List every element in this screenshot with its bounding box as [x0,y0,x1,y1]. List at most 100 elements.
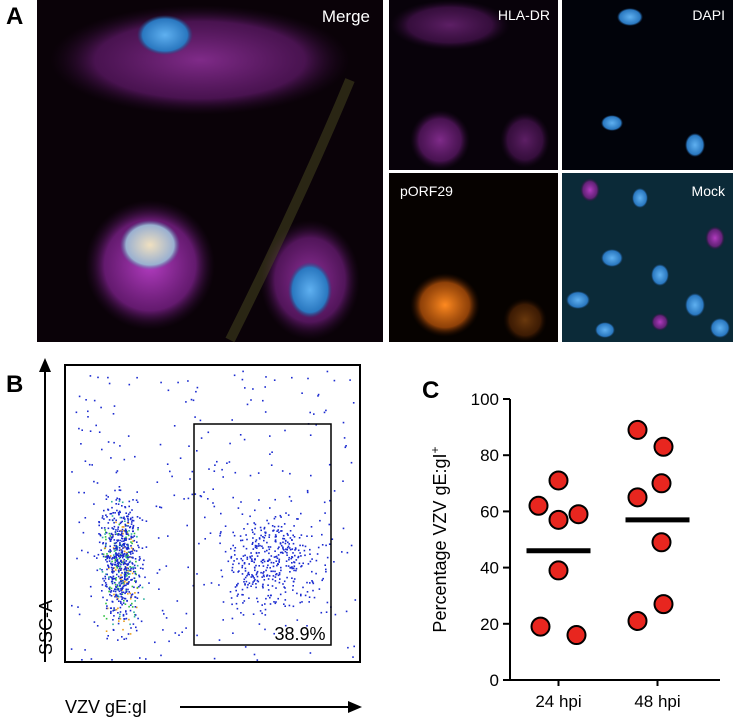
event-dot [246,556,249,559]
event-dot [129,569,132,571]
event-dot [105,494,108,497]
event-dot [263,571,265,573]
event-dot [248,563,250,565]
event-dot [137,544,139,547]
event-dot [119,554,122,556]
event-dot [121,636,123,638]
event-dot [251,575,254,577]
event-dot [78,427,80,430]
event-dot [248,597,250,599]
event-dot [161,609,164,612]
event-dot [239,434,242,436]
gate [193,423,332,646]
event-dot [177,381,179,384]
event-dot [113,441,115,444]
event-dot [111,556,114,559]
event-dot [115,503,117,505]
event-dot [136,501,139,503]
event-dot [103,527,106,529]
event-dot [282,534,285,537]
event-dot [121,593,124,595]
event-dot [352,402,355,404]
event-dot [93,621,96,623]
event-dot [130,538,132,540]
event-dot [139,657,141,659]
event-dot [192,399,195,402]
event-dot [292,534,294,537]
event-dot [291,548,294,550]
event-dot [105,532,108,534]
event-dot [232,571,235,573]
event-dot [122,543,124,546]
event-dot [323,411,326,414]
event-dot [131,550,133,553]
event-dot [163,613,165,615]
event-dot [130,567,132,570]
event-dot [273,601,275,603]
event-dot [106,568,108,571]
event-dot [288,604,291,607]
event-dot [121,540,123,543]
event-dot [108,557,111,560]
event-dot [120,593,123,596]
event-dot [296,619,299,621]
event-dot [262,547,264,549]
event-dot [124,580,126,583]
event-dot [267,546,270,548]
event-dot [323,501,326,504]
event-dot [132,530,134,533]
event-dot [280,544,283,547]
event-dot [116,540,119,542]
event-dot [122,613,125,616]
event-dot [253,522,255,524]
event-dot [278,546,280,548]
event-dot [233,374,236,377]
event-dot [116,549,118,551]
event-dot [109,551,111,554]
event-dot [98,541,101,544]
event-dot [289,537,292,539]
event-dot [261,576,263,578]
event-dot [116,497,118,500]
event-dot [256,597,258,600]
event-dot [116,594,119,597]
event-dot [262,572,264,574]
event-dot [110,612,112,614]
event-dot [256,547,258,549]
event-dot [267,594,269,597]
micrograph-porf29: pORF29 [389,173,558,342]
event-dot [306,625,308,627]
event-dot [121,535,124,537]
event-dot [118,547,121,549]
event-dot [279,578,281,580]
y-axis-label-text: Percentage VZV gE:gI [430,453,450,632]
event-dot [125,512,127,514]
event-dot [108,382,111,385]
event-dot [291,562,293,564]
event-dot [120,563,122,566]
event-dot [124,566,127,568]
event-dot [118,561,120,564]
event-dot [264,386,266,388]
y-tick-label: 20 [480,615,499,634]
event-dot [121,550,124,553]
event-dot [196,634,198,637]
event-dot [250,399,252,401]
event-dot [138,559,141,561]
event-dot [130,553,132,555]
event-dot [85,399,87,401]
event-dot [128,500,131,503]
event-dot [115,552,117,554]
event-dot [132,566,135,569]
event-dot [136,541,138,543]
event-dot [242,370,244,373]
event-dot [284,605,286,607]
event-dot [326,370,329,373]
event-dot [244,570,247,572]
event-dot [291,567,294,570]
event-dot [208,468,210,470]
event-dot [342,421,345,424]
event-dot [111,564,114,566]
event-dot [107,635,109,637]
